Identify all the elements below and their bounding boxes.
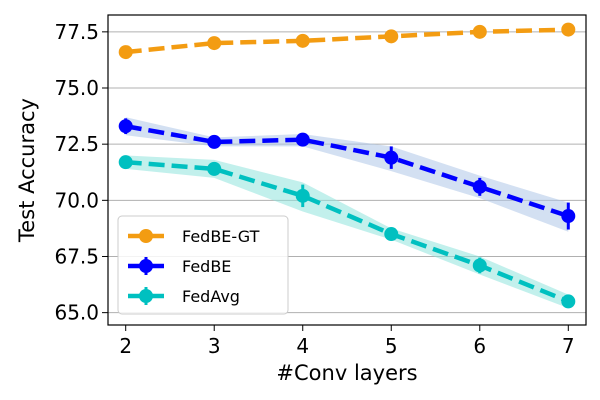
fedbe-gt-point: [207, 36, 222, 51]
y-tick-label: 72.5: [54, 132, 99, 156]
x-tick-label: 4: [296, 334, 309, 358]
x-axis-label: #Conv layers: [276, 361, 417, 385]
legend-label: FedBE-GT: [182, 227, 260, 246]
y-tick-label: 67.5: [54, 244, 99, 268]
fedavg-point: [295, 188, 310, 203]
legend-swatch-marker: [139, 259, 153, 273]
fedbe-point: [561, 209, 576, 224]
fedavg-point: [472, 258, 487, 273]
plot-border: [107, 14, 587, 326]
legend-entry-fedbe-gt: FedBE-GT: [128, 227, 260, 246]
fedbe-point: [207, 134, 222, 149]
x-tick-label: 7: [562, 334, 575, 358]
axis-ticks: 65.0 67.5 70.0 72.5 75.0 77.5 2 3 4 5 6 7: [54, 20, 574, 358]
legend-swatch-marker: [139, 289, 153, 303]
fedbe-gt-point: [561, 22, 576, 37]
fedbe-point: [472, 179, 487, 194]
fedbe-gt-line: [125, 27, 569, 55]
x-tick-label: 3: [208, 334, 221, 358]
y-axis-label: Test Accuracy: [15, 98, 39, 243]
x-tick-label: 6: [473, 334, 486, 358]
legend-box: [117, 215, 289, 315]
legend-label: FedBE: [182, 257, 231, 276]
fedavg-point: [118, 155, 133, 170]
fedbe-gt-point: [118, 45, 133, 60]
fedavg-point: [384, 227, 399, 242]
fedbe-line: [125, 123, 570, 219]
confidence-bands: [125, 117, 569, 309]
legend-entry-fedavg: FedAvg: [128, 287, 240, 306]
fedavg-line: [125, 159, 570, 304]
legend-swatch-marker: [139, 229, 153, 243]
y-tick-label: 65.0: [54, 301, 99, 325]
legend-entry-fedbe: FedBE: [128, 257, 231, 276]
x-tick-label: 2: [119, 334, 132, 358]
plot-frame: [107, 14, 587, 326]
series-lines: [118, 22, 576, 309]
fedbe-band: [125, 117, 569, 232]
fedbe-gt-point: [295, 33, 310, 48]
legend: FedBE-GT FedBE FedAvg: [117, 215, 289, 315]
fedbe-gt-point: [472, 24, 487, 39]
fedbe-gt-point: [384, 29, 399, 44]
legend-label: FedAvg: [182, 287, 240, 306]
y-tick-label: 75.0: [54, 76, 99, 100]
fedbe-point: [384, 150, 399, 165]
fedavg-band: [125, 155, 569, 309]
fedavg-point: [207, 161, 222, 176]
fedbe-point: [118, 119, 133, 134]
fedbe-point: [295, 132, 310, 147]
y-tick-label: 70.0: [54, 188, 99, 212]
fedavg-point: [561, 294, 576, 309]
x-tick-label: 5: [385, 334, 398, 358]
y-tick-label: 77.5: [54, 20, 99, 44]
